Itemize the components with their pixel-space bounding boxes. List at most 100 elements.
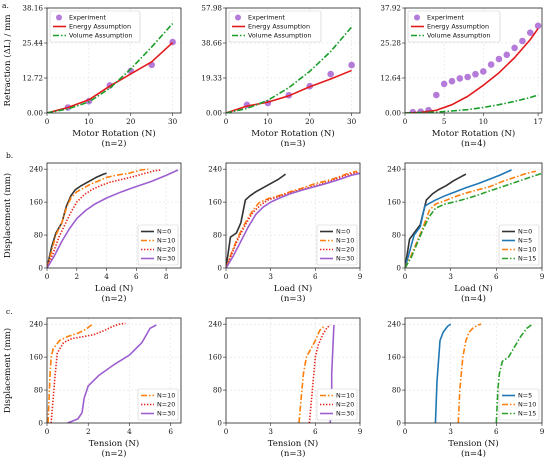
- x-tick-label: 20: [305, 117, 315, 126]
- data-point: [433, 91, 440, 99]
- panel-sublabel: (n=4): [461, 293, 486, 304]
- legend-box: [407, 10, 501, 43]
- legend: N=10N=20N=30: [137, 388, 179, 421]
- y-tick-label: 160: [29, 198, 43, 207]
- legend-box: [316, 388, 358, 421]
- y-tick-label: 0.00: [206, 109, 222, 118]
- data-point: [511, 44, 518, 52]
- x-tick-label: 17: [534, 117, 544, 126]
- data-point: [479, 68, 487, 75]
- legend-label: Volume Assumption: [248, 32, 311, 40]
- legend-label: N=0: [157, 228, 171, 236]
- legend-label: N=30: [336, 410, 354, 418]
- data-point: [327, 70, 334, 78]
- legend-label: N=10: [518, 246, 536, 254]
- x-tick-label: 3: [268, 427, 273, 436]
- y-tick-label: 160: [208, 353, 222, 362]
- x-axis-label: Tension (N): [268, 438, 319, 449]
- legend: N=0N=10N=20N=30: [137, 224, 179, 266]
- series-line: [405, 28, 539, 113]
- panel-6: 0 2 4 6 0 80 160 240 Tension (N)(n=2) Displacemen…: [2, 317, 182, 459]
- x-tick-label: 4: [104, 272, 109, 281]
- legend-label: N=10: [157, 237, 175, 245]
- x-tick-label: 6: [168, 427, 173, 436]
- legend-label: N=30: [336, 255, 354, 263]
- panel-2: 0 5 10 17 0.00 12.64 25.28 37.92 Motor Rotation …: [380, 4, 543, 150]
- panel-sublabel: (n=2): [102, 448, 127, 459]
- y-tick-label: 160: [387, 353, 401, 362]
- legend-label: N=10: [157, 392, 175, 400]
- x-tick-label: 6: [134, 272, 139, 281]
- row-label-c: c.: [6, 307, 13, 316]
- row-label-a: a.: [2, 1, 9, 10]
- x-tick-label: 8: [164, 272, 169, 281]
- axes-frame: [225, 162, 361, 269]
- panel-1: 0 10 20 30 0.00 19.33 38.66 57.98 Motor Rotation…: [201, 4, 361, 149]
- y-tick-label: 0.00: [27, 109, 43, 118]
- panel-sublabel: (n=3): [281, 293, 306, 304]
- panel-4: 0 3 6 9 0 80 160 240 Load (N)(n=3) N=0N=10N=20N=3…: [208, 162, 363, 304]
- y-axis-label: Displacement (mm): [2, 328, 13, 413]
- y-tick-label: 0: [38, 419, 43, 428]
- x-tick-label: 10: [84, 117, 94, 126]
- x-tick-label: 2: [74, 272, 79, 281]
- data-point: [519, 37, 526, 45]
- legend-label: N=15: [518, 255, 536, 263]
- series-line: [226, 170, 358, 268]
- legend-label: Experiment: [248, 14, 285, 22]
- x-tick-label: 0: [45, 427, 50, 436]
- y-tick-label: 19.33: [201, 73, 222, 82]
- y-tick-label: 80: [34, 231, 44, 240]
- data-point: [526, 29, 534, 36]
- series-line: [298, 325, 325, 423]
- x-tick-label: 9: [540, 427, 545, 436]
- x-tick-label: 3: [268, 272, 273, 281]
- series-line: [47, 323, 93, 423]
- x-tick-label: 0: [45, 117, 50, 126]
- legend-label: N=5: [518, 237, 532, 245]
- y-tick-label: 0.00: [385, 109, 401, 118]
- axes-frame: [404, 317, 543, 424]
- legend-label: N=10: [336, 237, 354, 245]
- x-tick-label: 5: [442, 117, 447, 126]
- x-tick-label: 3: [448, 272, 453, 281]
- data-point: [472, 70, 479, 78]
- legend-label: Volume Assumption: [427, 32, 490, 40]
- legend-label: Experiment: [69, 14, 106, 22]
- y-tick-label: 0: [217, 419, 222, 428]
- y-tick-label: 38.16: [22, 4, 43, 13]
- x-tick-label: 6: [313, 427, 318, 436]
- series-line: [308, 324, 331, 423]
- legend: N=10N=20N=30: [316, 388, 358, 421]
- y-tick-label: 240: [387, 320, 401, 329]
- y-tick-label: 0: [396, 419, 401, 428]
- series-line: [47, 168, 149, 268]
- legend-label: Volume Assumption: [69, 32, 132, 40]
- legend: N=5N=10N=15: [498, 388, 540, 421]
- axes-frame: [46, 7, 182, 114]
- x-axis-label: Motor Rotation (N): [72, 128, 156, 139]
- legend-label: Energy Assumption: [69, 23, 131, 31]
- x-axis-label: Motor Rotation (N): [251, 128, 335, 139]
- x-tick-label: 9: [358, 272, 363, 281]
- series-line: [47, 23, 174, 113]
- legend-label: N=20: [336, 246, 354, 254]
- legend-label: N=10: [336, 392, 354, 400]
- series-line: [226, 26, 353, 113]
- panel-sublabel: (n=3): [281, 138, 306, 149]
- axes-frame: [404, 7, 543, 114]
- y-tick-label: 0: [38, 264, 43, 273]
- data-point: [348, 61, 355, 69]
- legend-marker: [56, 14, 62, 21]
- x-axis-label: Tension (N): [89, 438, 140, 449]
- legend-box: [228, 10, 322, 43]
- legend-label: N=20: [157, 401, 175, 409]
- y-tick-label: 240: [29, 165, 43, 174]
- legend-label: Energy Assumption: [248, 23, 310, 31]
- series-group: [226, 26, 355, 113]
- x-tick-label: 0: [224, 272, 229, 281]
- legend-label: N=0: [336, 228, 350, 236]
- y-tick-label: 240: [387, 165, 401, 174]
